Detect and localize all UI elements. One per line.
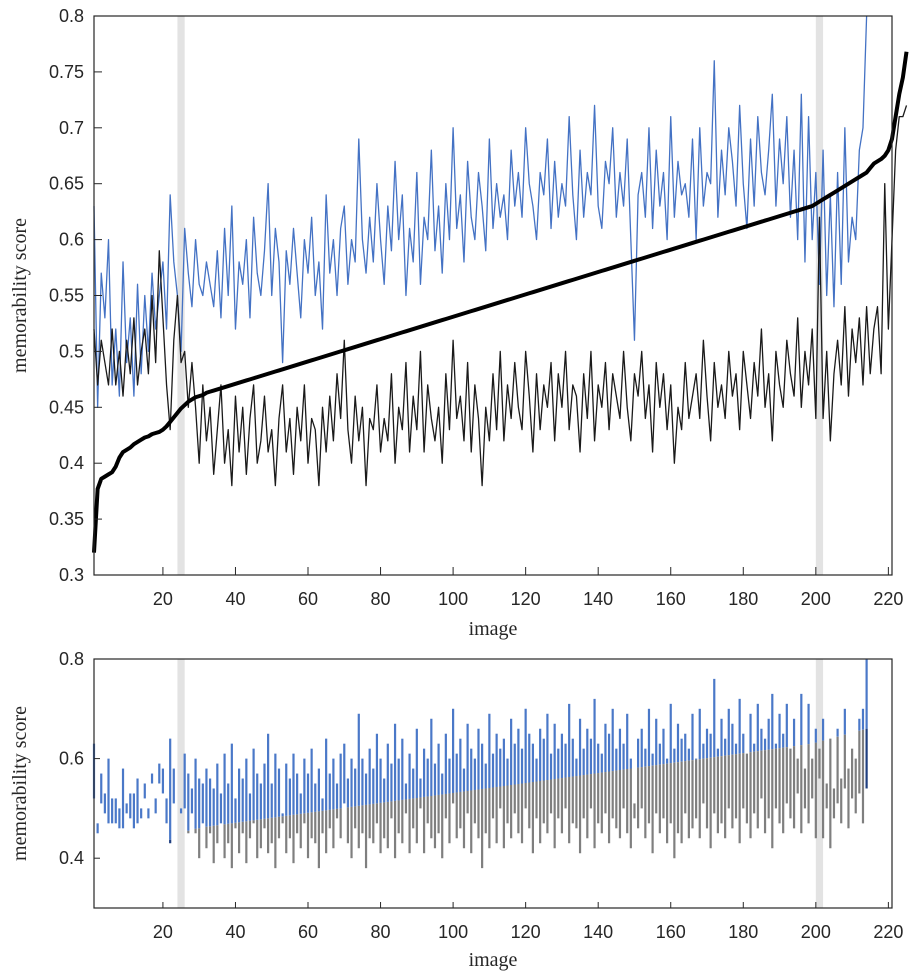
bottom-x-tick-label: 60 [298,922,318,942]
bottom-x-tick-label: 200 [801,922,831,942]
bottom-x-axis-label: image [469,949,518,971]
top-y-tick-label: 0.3 [59,565,84,585]
bottom-x-tick-label: 20 [153,922,173,942]
top-y-axis-ticks: 0.3 0.35 0.4 0.45 0.5 0.55 0.6 0.65 0.7 0.75 0.8 [49,6,102,585]
bottom-x-tick-label: 120 [511,922,541,942]
top-series-line-0 [93,15,868,408]
bottom-x-tick-label: 160 [656,922,686,942]
bottom-x-tick-label: 40 [225,922,245,942]
bottom-highlight-bands [177,659,824,908]
top-y-tick-label: 0.75 [49,62,84,82]
top-x-tick-label: 160 [656,589,686,609]
top-y-tick-label: 0.55 [49,286,84,306]
top-x-tick-label: 40 [225,589,245,609]
top-highlight-bands [177,16,824,575]
top-x-tick-label: 20 [153,589,173,609]
top-highlight-band-1 [815,16,824,575]
top-x-tick-label: 220 [873,589,903,609]
top-x-tick-label: 120 [511,589,541,609]
bottom-y-axis-label: memorability score [9,706,31,861]
top-x-tick-label: 140 [583,589,613,609]
bottom-x-tick-label: 80 [371,922,391,942]
bottom-x-tick-label: 180 [728,922,758,942]
top-y-tick-label: 0.5 [59,341,84,361]
bottom-highlight-band-0 [177,659,185,908]
bottom-x-tick-label: 220 [873,922,903,942]
top-x-tick-label: 80 [371,589,391,609]
bottom-plot-frame [93,658,893,909]
top-x-axis-ticks: 20 40 60 80 100 120 140 160 180 200 220 [153,567,903,609]
bottom-range-bars [92,659,868,869]
top-y-tick-label: 0.35 [49,509,84,529]
top-y-axis-label: memorability score [9,218,31,373]
bottom-y-tick-label: 0.6 [59,749,84,769]
bottom-x-tick-label: 100 [438,922,468,942]
top-y-tick-label: 0.65 [49,174,84,194]
top-series-line-1 [93,105,908,487]
top-x-tick-label: 60 [298,589,318,609]
top-y-tick-label: 0.4 [59,453,84,473]
bottom-y-tick-label: 0.4 [59,848,84,868]
bottom-highlight-band-1 [815,659,824,908]
bottom-chart-panel: 20 40 60 80 100 120 140 160 180 200 220 0.40.60.8 … [9,649,903,971]
top-chart-panel: 20 40 60 80 100 120 140 160 180 200 220 0.3 0.35 0.4… [9,6,909,640]
top-y-tick-label: 0.8 [59,6,84,26]
top-series-group [92,15,909,553]
top-highlight-band-0 [177,16,185,575]
top-x-axis-label: image [469,618,518,640]
top-y-tick-label: 0.45 [49,397,84,417]
top-x-tick-label: 200 [801,589,831,609]
top-y-tick-label: 0.7 [59,118,84,138]
top-series-line-2 [92,51,909,553]
bottom-y-tick-label: 0.8 [59,649,84,669]
top-x-tick-label: 180 [728,589,758,609]
bottom-x-axis-ticks: 20 40 60 80 100 120 140 160 180 200 220 [153,902,903,942]
top-x-tick-label: 100 [438,589,468,609]
top-y-tick-label: 0.6 [59,230,84,250]
bottom-x-tick-label: 140 [583,922,613,942]
bottom-y-axis-ticks: 0.4 0.6 0.8 [59,649,100,868]
